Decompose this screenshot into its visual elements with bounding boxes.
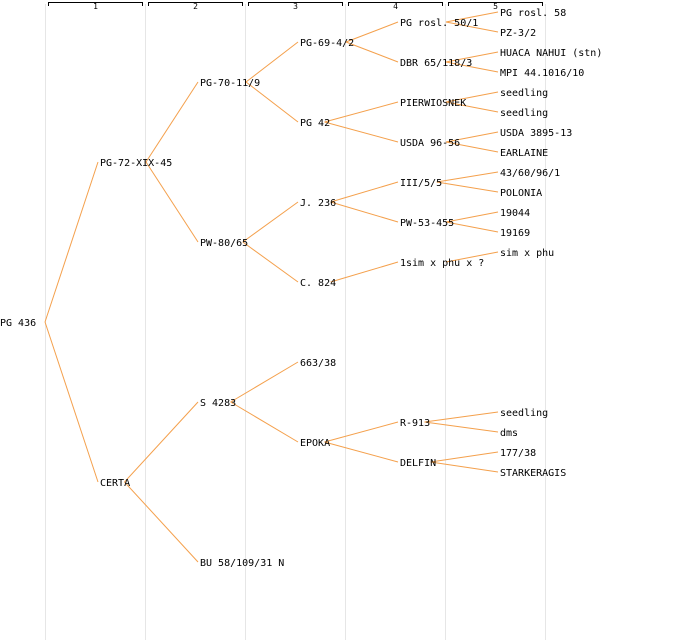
generation-bracket [248,2,343,6]
generation-number: 2 [193,2,198,11]
parent-edge [430,451,499,463]
parent-edge [345,21,399,43]
node-label-n29[interactable]: S 4283 [200,398,236,409]
parent-edge [242,241,299,283]
generation-grid [45,4,546,640]
parent-edge [324,441,399,463]
node-label-n25[interactable]: C. 824 [300,278,336,289]
parent-edge [445,131,499,143]
parent-edge [324,421,399,443]
node-labels: PG 436 PG-72-XIX-45 PG-70-11/9 PG-69-4/2 PG … [0,8,602,569]
node-label-n3[interactable]: PG-69-4/2 [300,38,354,49]
node-label-n7[interactable]: DBR 65/118/3 [400,58,472,69]
node-label-n36[interactable]: 177/38 [500,448,536,459]
generation-number: 5 [493,2,498,11]
generation-number: 1 [93,2,98,11]
edges [44,11,499,563]
generation-number: 4 [393,2,398,11]
parent-edge [230,361,299,403]
parent-edge [145,161,199,243]
generation-bracket [48,2,143,6]
generation-number: 3 [293,2,298,11]
parent-edge [445,141,499,153]
parent-edge [124,401,199,483]
node-label-n11[interactable]: PIERWIOSNEK [400,98,466,109]
node-label-n34[interactable]: dms [500,428,518,439]
parent-edge [424,421,499,433]
parent-edge [330,261,399,283]
node-label-n22[interactable]: PW-53-455 [400,218,454,229]
generation-bracket [148,2,243,6]
node-label-n10[interactable]: PG 42 [300,118,330,129]
node-label-n32[interactable]: R-913 [400,418,430,429]
node-label-n13[interactable]: seedling [500,108,548,119]
parent-edge [242,201,299,243]
parent-edge [445,211,499,223]
generation-bracket [348,2,443,6]
generation-bracket [448,2,543,6]
node-label-n4[interactable]: PG rosl. 50/1 [400,18,478,29]
parent-edge [445,21,499,33]
parent-edge [324,101,399,123]
node-label-n23[interactable]: 19044 [500,208,530,219]
node-label-n5[interactable]: PG rosl. 58 [500,8,566,19]
parent-edge [445,61,499,73]
node-label-n35[interactable]: DELFIN [400,458,436,469]
parent-edge [436,171,499,183]
node-label-n30[interactable]: 663/38 [300,358,336,369]
node-label-n18[interactable]: J. 236 [300,198,336,209]
parent-edge [445,101,499,113]
node-label-n27[interactable]: sim x phu [500,248,554,259]
node-label-n8[interactable]: HUACA NAHUI (stn) [500,48,602,59]
node-label-n1[interactable]: PG-72-XIX-45 [100,158,172,169]
node-label-n16[interactable]: EARLAINE [500,148,548,159]
node-label-n9[interactable]: MPI 44.1016/10 [500,68,584,79]
node-label-n0[interactable]: PG 436 [0,318,36,329]
node-label-n37[interactable]: STARKERAGIS [500,468,566,479]
node-label-n21[interactable]: POLONIA [500,188,542,199]
parent-edge [44,161,99,323]
parent-edge [324,121,399,143]
parent-edge [245,41,299,83]
parent-edge [145,81,199,163]
parent-edge [445,51,499,63]
node-label-n31[interactable]: EPOKA [300,438,330,449]
parent-edge [445,11,499,23]
parent-edge [345,41,399,63]
parent-edge [230,401,299,443]
parent-edge [124,481,199,563]
node-label-n38[interactable]: BU 58/109/31 N [200,558,284,569]
parent-edge [330,201,399,223]
node-label-n17[interactable]: PW-80/65 [200,238,248,249]
node-label-n20[interactable]: 43/60/96/1 [500,168,560,179]
node-label-n19[interactable]: III/5/5 [400,178,442,189]
node-label-n2[interactable]: PG-70-11/9 [200,78,260,89]
parent-edge [44,321,99,483]
node-label-n28[interactable]: CERTA [100,478,130,489]
parent-edge [430,461,499,473]
parent-edge [445,221,499,233]
node-label-n26[interactable]: 1sim x phu x ? [400,258,484,269]
generation-header: 1 2 3 4 5 [48,2,543,11]
node-label-n33[interactable]: seedling [500,408,548,419]
node-label-n6[interactable]: PZ-3/2 [500,28,536,39]
parent-edge [445,251,499,263]
node-label-n15[interactable]: USDA 3895-13 [500,128,572,139]
parent-edge [424,411,499,423]
parent-edge [245,81,299,123]
parent-edge [436,181,499,193]
node-label-n14[interactable]: USDA 96-56 [400,138,460,149]
parent-edge [330,181,399,203]
node-label-n12[interactable]: seedling [500,88,548,99]
node-label-n24[interactable]: 19169 [500,228,530,239]
parent-edge [445,91,499,103]
